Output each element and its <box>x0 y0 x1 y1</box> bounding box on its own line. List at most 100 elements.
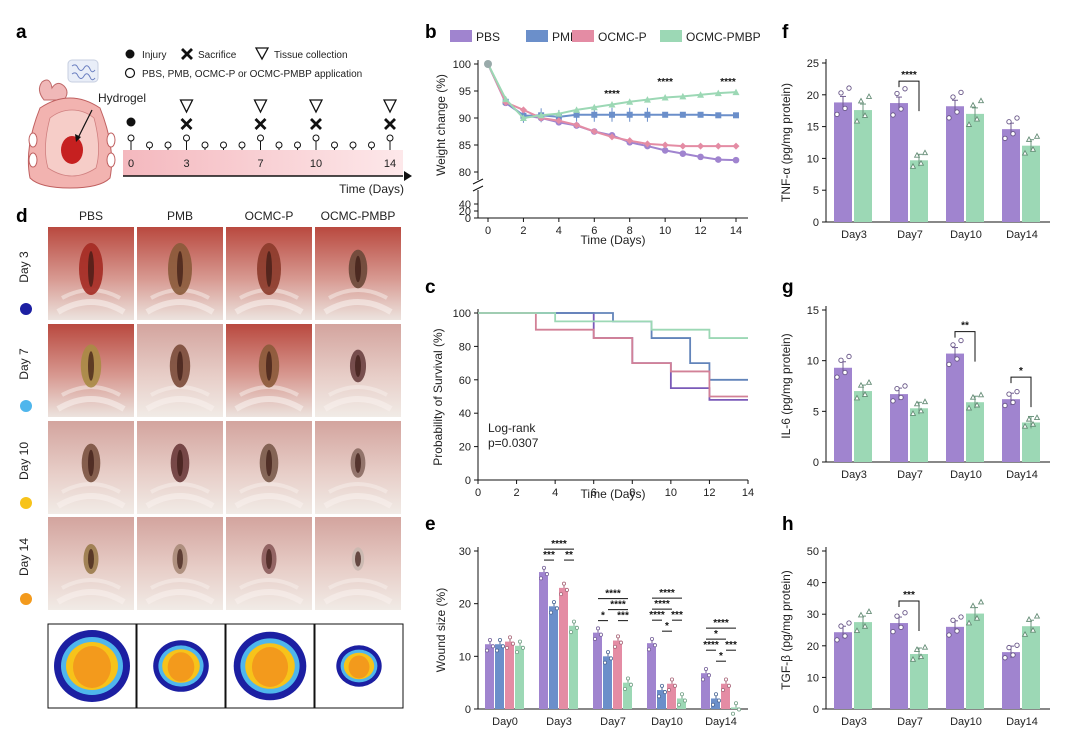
bar-pmb <box>711 698 720 709</box>
data-dot <box>902 86 908 92</box>
sacrifice-icon <box>181 48 193 60</box>
y-tick-label: 90 <box>459 113 471 125</box>
contour-day14 <box>167 652 195 682</box>
data-point <box>555 117 563 125</box>
data-dot <box>569 630 574 635</box>
data-dot <box>842 369 848 376</box>
panel-e: e 0 10 20 30 Wound size (%) Day0 Day3 Day7 Day10… <box>425 514 748 728</box>
data-dot <box>549 610 554 615</box>
significance-label: **** <box>720 77 736 88</box>
bar-pbs <box>834 632 852 709</box>
y-tick-label: 0 <box>465 213 471 225</box>
application-marker-icon <box>183 134 190 142</box>
survival-curve-ocmc-pmbp <box>478 312 748 339</box>
tnf-chart: 0 5 10 15 20 25 TNF-α (pg/mg protein) Day3 Day7 D… <box>779 58 1050 241</box>
data-dot <box>487 638 492 643</box>
data-dot <box>950 94 956 100</box>
data-dot <box>552 600 557 605</box>
legend-label-ocmc-p: OCMC-P <box>598 30 647 44</box>
timeline-legend: Injury Sacrifice Tissue collection PBS, … <box>124 47 362 80</box>
palate-ridge <box>145 493 215 509</box>
data-point <box>661 93 669 101</box>
bar-pbs <box>834 367 852 462</box>
significance-label: *** <box>903 590 915 601</box>
timeline-day-label: 7 <box>257 158 263 170</box>
x-tick-label: Day7 <box>600 716 626 728</box>
y-tick-label: 85 <box>459 140 471 152</box>
data-dot <box>969 101 977 108</box>
palate-ridge <box>150 482 210 494</box>
bar-ocmc-pmbp <box>569 625 578 709</box>
timeline-day-label: 0 <box>128 158 134 170</box>
bar-pbs <box>890 103 908 222</box>
application-marker-icon <box>238 141 246 149</box>
wound-slit <box>88 449 94 477</box>
significance-bracket <box>898 600 920 632</box>
data-dot <box>500 644 505 649</box>
palate-ridge <box>239 578 299 590</box>
data-dot <box>565 587 570 592</box>
data-dot <box>965 121 973 127</box>
data-dot <box>721 688 726 693</box>
significance-label: *** <box>543 550 555 561</box>
wound-slit <box>88 251 94 287</box>
panel-h-label: h <box>782 514 794 535</box>
data-point <box>519 114 527 121</box>
significance-bracket <box>898 80 920 112</box>
significance-label: **** <box>654 599 670 610</box>
palate-ridge <box>150 578 210 590</box>
palate-ridge <box>239 482 299 494</box>
timeline-arrow-icon <box>404 171 412 181</box>
x-tick-label: 10 <box>659 225 671 237</box>
data-dot <box>861 391 869 397</box>
bar-ocmc-pmbp <box>1022 145 1040 222</box>
data-point <box>679 150 687 157</box>
data-dot <box>965 404 973 411</box>
row-label: Day 10 <box>17 442 31 480</box>
data-dot <box>977 391 985 398</box>
data-dot <box>1033 132 1041 139</box>
significance-label: **** <box>649 610 665 621</box>
data-point <box>555 110 563 117</box>
bar-ocmc-pmbp <box>910 160 928 222</box>
bar-pbs <box>946 106 964 222</box>
x-tick-label: Day7 <box>897 469 923 481</box>
data-dot <box>734 701 739 706</box>
panel-c: c 100 80 60 40 20 00 2 4 6 8 10 12 14 Time (Days) Prob… <box>425 277 754 501</box>
panel-e-label: e <box>425 514 436 535</box>
data-dot <box>838 357 844 363</box>
y-tick-label: 40 <box>807 578 819 590</box>
data-point <box>661 141 669 149</box>
data-dot <box>1002 135 1008 142</box>
data-dot <box>1006 644 1012 651</box>
data-point <box>697 91 705 98</box>
data-point <box>732 142 740 150</box>
bar-ocmc-pmbp <box>515 645 524 709</box>
data-dot <box>865 93 873 99</box>
application-marker-icon <box>386 134 394 142</box>
y-tick-label: 30 <box>459 546 471 558</box>
significance-label: **** <box>657 77 673 88</box>
x-tick-label: Day10 <box>950 229 982 241</box>
legend-swatch-ocmc-p <box>572 30 594 42</box>
data-dot <box>838 623 844 629</box>
significance-bracket <box>954 331 976 362</box>
contour-day14 <box>73 646 111 688</box>
data-dot <box>921 643 929 650</box>
sacrifice-marker-icon <box>384 118 396 130</box>
application-marker-icon <box>312 134 320 142</box>
data-dot <box>518 639 523 644</box>
application-icon <box>124 67 136 79</box>
x-tick-label: 4 <box>552 487 558 499</box>
data-point <box>679 111 686 118</box>
palate-ridge <box>323 493 393 509</box>
y-axis-label: TGF-β (pg/mg protein) <box>779 570 793 690</box>
data-dot <box>954 109 960 115</box>
data-point <box>714 142 722 150</box>
bar-ocmc-pmbp <box>854 391 872 462</box>
data-point <box>644 111 651 118</box>
panel-c-label: c <box>425 277 436 298</box>
data-dot <box>946 632 952 638</box>
column-header: PBS <box>79 209 103 223</box>
